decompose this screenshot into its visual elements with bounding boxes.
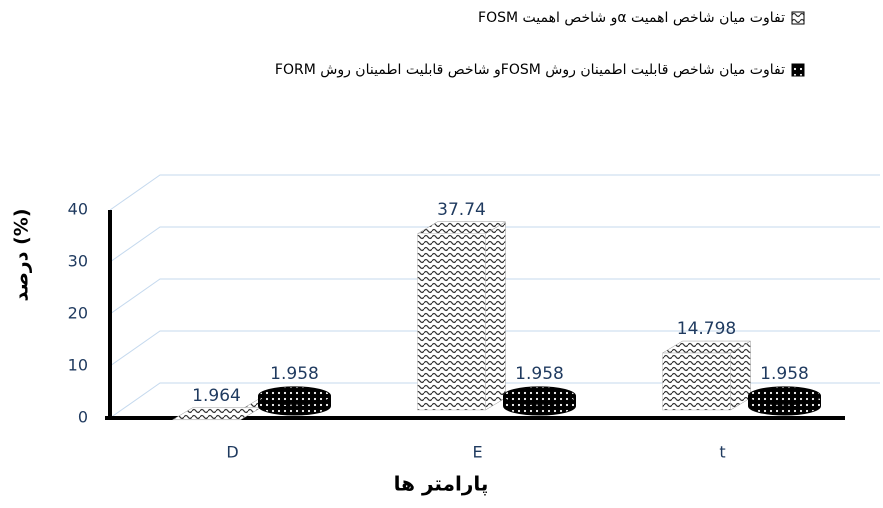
- y-tick-label: 30: [68, 252, 88, 271]
- x-tick-label: t: [719, 443, 725, 462]
- grid-line: [109, 382, 880, 419]
- legend-swatch: [791, 63, 805, 77]
- value-label: 37.74: [437, 200, 486, 220]
- cylinder-top: [503, 386, 576, 406]
- value-label: 1.958: [515, 364, 564, 384]
- bar-side: [485, 221, 506, 411]
- grid-line: [109, 226, 880, 263]
- grid-line: [109, 330, 880, 367]
- grid-line: [109, 174, 880, 211]
- x-axis-title: پارامتر ها: [394, 472, 489, 497]
- y-axis-title: درصد (%): [11, 208, 33, 301]
- y-tick-label: 0: [78, 408, 88, 427]
- value-label: 1.958: [270, 364, 319, 384]
- y-tick-label: 40: [68, 200, 88, 219]
- x-tick-label: D: [226, 443, 238, 462]
- legend-swatch: [791, 11, 805, 25]
- bar: [662, 352, 731, 411]
- bar: [417, 233, 486, 411]
- y-tick-label: 20: [68, 304, 88, 323]
- cylinder-top: [258, 386, 331, 406]
- x-tick-label: E: [472, 443, 482, 462]
- legend-label: تفاوت میان شاخص اهمیت αو شاخص اهمیت FOSM: [478, 10, 785, 26]
- cylinder-top: [748, 386, 821, 406]
- y-tick-label: 10: [68, 356, 88, 375]
- grid-line: [109, 278, 880, 315]
- value-label: 14.798: [677, 319, 736, 339]
- value-label: 1.958: [760, 364, 809, 384]
- value-label: 1.964: [192, 386, 241, 406]
- legend-label: تفاوت میان شاخص قابلیت اطمینان روش FOSMو…: [275, 62, 785, 78]
